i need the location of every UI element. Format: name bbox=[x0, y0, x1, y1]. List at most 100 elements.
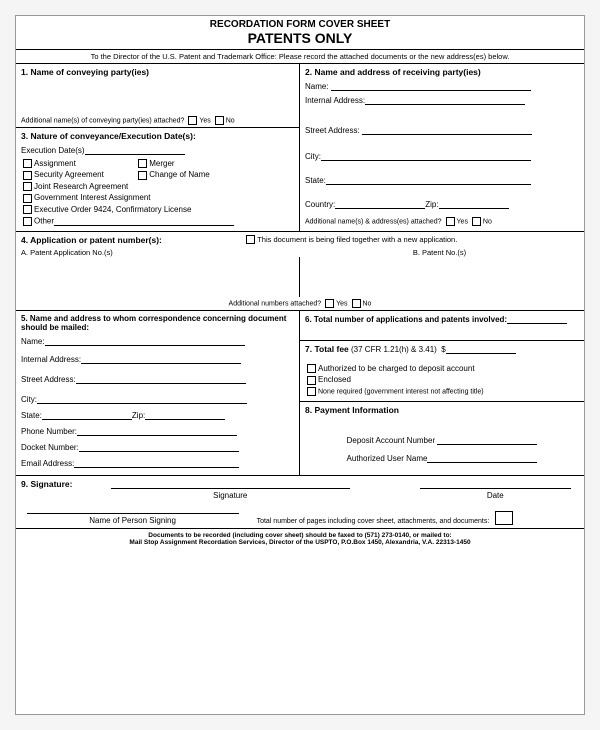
footer-l2: Mail Stop Assignment Recordation Service… bbox=[24, 539, 576, 546]
s3-c5: Joint Research Agreement bbox=[34, 182, 128, 191]
s8-authuser: Authorized User Name bbox=[347, 454, 428, 463]
s2-internal-input[interactable] bbox=[365, 95, 525, 105]
s3-other-input[interactable] bbox=[54, 216, 234, 226]
s4-a-area[interactable] bbox=[16, 257, 300, 297]
s1-additional-label: Additional name(s) of conveying party(ie… bbox=[21, 117, 184, 124]
s1-yes-checkbox[interactable] bbox=[188, 116, 197, 125]
s3-c7: Executive Order 9424, Confirmatory Licen… bbox=[34, 205, 191, 214]
s8-title: 8. Payment Information bbox=[305, 405, 579, 415]
s4-b: B. Patent No.(s) bbox=[300, 248, 579, 257]
s5-street-input[interactable] bbox=[76, 374, 246, 384]
s2-zip: Zip: bbox=[425, 200, 438, 209]
s9-total: Total number of pages including cover sh… bbox=[244, 518, 495, 525]
s5-zip-input[interactable] bbox=[145, 410, 225, 420]
s1-no: No bbox=[226, 117, 235, 124]
s5-state: State: bbox=[21, 411, 42, 420]
col-left-1-3: 1. Name of conveying party(ies) Addition… bbox=[16, 64, 300, 231]
s2-state-input[interactable] bbox=[326, 175, 531, 185]
s6-input[interactable] bbox=[507, 314, 567, 324]
s3-c2: Merger bbox=[149, 159, 174, 168]
s5-docket-input[interactable] bbox=[79, 442, 239, 452]
s3-row2: Security Agreement Change of Name bbox=[21, 170, 294, 179]
s3-joint-checkbox[interactable] bbox=[23, 182, 32, 191]
s5-zip: Zip: bbox=[132, 411, 145, 420]
s7-c1: Authorized to be charged to deposit acco… bbox=[318, 364, 475, 373]
s3-execdate-row: Execution Date(s) bbox=[21, 145, 294, 155]
director-line: To the Director of the U.S. Patent and T… bbox=[16, 49, 584, 64]
s2-zip-input[interactable] bbox=[439, 199, 509, 209]
s4-no-checkbox[interactable] bbox=[352, 299, 361, 308]
footer-l1: Documents to be recorded (including cove… bbox=[24, 532, 576, 539]
s5-internal-input[interactable] bbox=[81, 354, 241, 364]
s5-email-input[interactable] bbox=[74, 458, 239, 468]
s3-row1: Assignment Merger bbox=[21, 159, 294, 168]
s1-no-checkbox[interactable] bbox=[215, 116, 224, 125]
s9-sig: Signature bbox=[105, 491, 356, 500]
s5-title: 5. Name and address to whom corresponden… bbox=[21, 314, 294, 332]
s7-c3-checkbox[interactable] bbox=[307, 387, 316, 396]
s9-name: Name of Person Signing bbox=[21, 516, 244, 525]
s2-country-input[interactable] bbox=[335, 199, 425, 209]
s3-security-checkbox[interactable] bbox=[23, 171, 32, 180]
form-container: RECORDATION FORM COVER SHEET PATENTS ONL… bbox=[15, 15, 585, 715]
s2-street-input[interactable] bbox=[362, 125, 532, 135]
s2-no-checkbox[interactable] bbox=[472, 217, 481, 226]
s1-additional-row: Additional name(s) of conveying party(ie… bbox=[21, 116, 294, 125]
s8-deposit-input[interactable] bbox=[437, 435, 537, 445]
s4-b-area[interactable] bbox=[300, 257, 584, 297]
s2-yes-checkbox[interactable] bbox=[446, 217, 455, 226]
row-1-2-3: 1. Name of conveying party(ies) Addition… bbox=[16, 64, 584, 232]
s4-additional-row: Additional numbers attached? Yes No bbox=[16, 297, 584, 310]
section-7: 7. Total fee (37 CFR 1.21(h) & 3.41) $ A… bbox=[300, 341, 584, 402]
s3-c1: Assignment bbox=[34, 159, 134, 168]
s3-exec-checkbox[interactable] bbox=[23, 205, 32, 214]
s4-no: No bbox=[363, 300, 372, 307]
s3-changename-checkbox[interactable] bbox=[138, 171, 147, 180]
s3-c3: Security Agreement bbox=[34, 170, 134, 179]
s8-authuser-input[interactable] bbox=[427, 453, 537, 463]
s4-yes-checkbox[interactable] bbox=[325, 299, 334, 308]
s3-c4: Change of Name bbox=[149, 170, 209, 179]
s5-docket: Docket Number: bbox=[21, 443, 79, 452]
s9-pagecount-input[interactable] bbox=[495, 511, 513, 525]
s3-other-checkbox[interactable] bbox=[23, 217, 32, 226]
s5-name-input[interactable] bbox=[45, 336, 245, 346]
s5-city-input[interactable] bbox=[37, 394, 247, 404]
s9-date-input[interactable] bbox=[420, 479, 571, 489]
s5-state-input[interactable] bbox=[42, 410, 132, 420]
s3-execdate: Execution Date(s) bbox=[21, 146, 85, 155]
section-5: 5. Name and address to whom corresponden… bbox=[16, 311, 300, 475]
s7-c2-checkbox[interactable] bbox=[307, 376, 316, 385]
s5-name: Name: bbox=[21, 337, 45, 346]
s8-deposit: Deposit Account Number bbox=[347, 436, 436, 445]
section-8: 8. Payment Information Deposit Account N… bbox=[300, 402, 584, 470]
s4-additional: Additional numbers attached? bbox=[229, 300, 322, 307]
section-6: 6. Total number of applications and pate… bbox=[300, 311, 584, 341]
s5-email: Email Address: bbox=[21, 459, 74, 468]
s9-sig-input[interactable] bbox=[111, 479, 350, 489]
s3-title: 3. Nature of conveyance/Execution Date(s… bbox=[21, 131, 294, 141]
s7-c1-checkbox[interactable] bbox=[307, 364, 316, 373]
s2-name-input[interactable] bbox=[331, 81, 531, 91]
s3-merger-checkbox[interactable] bbox=[138, 159, 147, 168]
section-4: 4. Application or patent number(s): This… bbox=[16, 232, 584, 311]
s5-city: City: bbox=[21, 395, 37, 404]
s2-no: No bbox=[483, 218, 492, 225]
s7-cfr: (37 CFR 1.21(h) & 3.41) bbox=[351, 345, 437, 354]
s3-govt-checkbox[interactable] bbox=[23, 194, 32, 203]
s7-amount-input[interactable] bbox=[446, 344, 516, 354]
s3-assignment-checkbox[interactable] bbox=[23, 159, 32, 168]
s4-filed-checkbox[interactable] bbox=[246, 235, 255, 244]
s5-phone-input[interactable] bbox=[77, 426, 237, 436]
s2-city-input[interactable] bbox=[321, 151, 531, 161]
s1-title: 1. Name of conveying party(ies) bbox=[21, 67, 294, 77]
s3-execdate-input[interactable] bbox=[85, 145, 185, 155]
s2-internal: Internal Address: bbox=[305, 96, 365, 105]
s2-country: Country: bbox=[305, 200, 335, 209]
s4-a: A. Patent Application No.(s) bbox=[21, 248, 300, 257]
section-2: 2. Name and address of receiving party(i… bbox=[300, 64, 584, 231]
s9-name-input[interactable] bbox=[27, 504, 239, 514]
form-header: RECORDATION FORM COVER SHEET PATENTS ONL… bbox=[16, 16, 584, 49]
s2-title: 2. Name and address of receiving party(i… bbox=[305, 67, 579, 77]
s5-phone: Phone Number: bbox=[21, 427, 77, 436]
